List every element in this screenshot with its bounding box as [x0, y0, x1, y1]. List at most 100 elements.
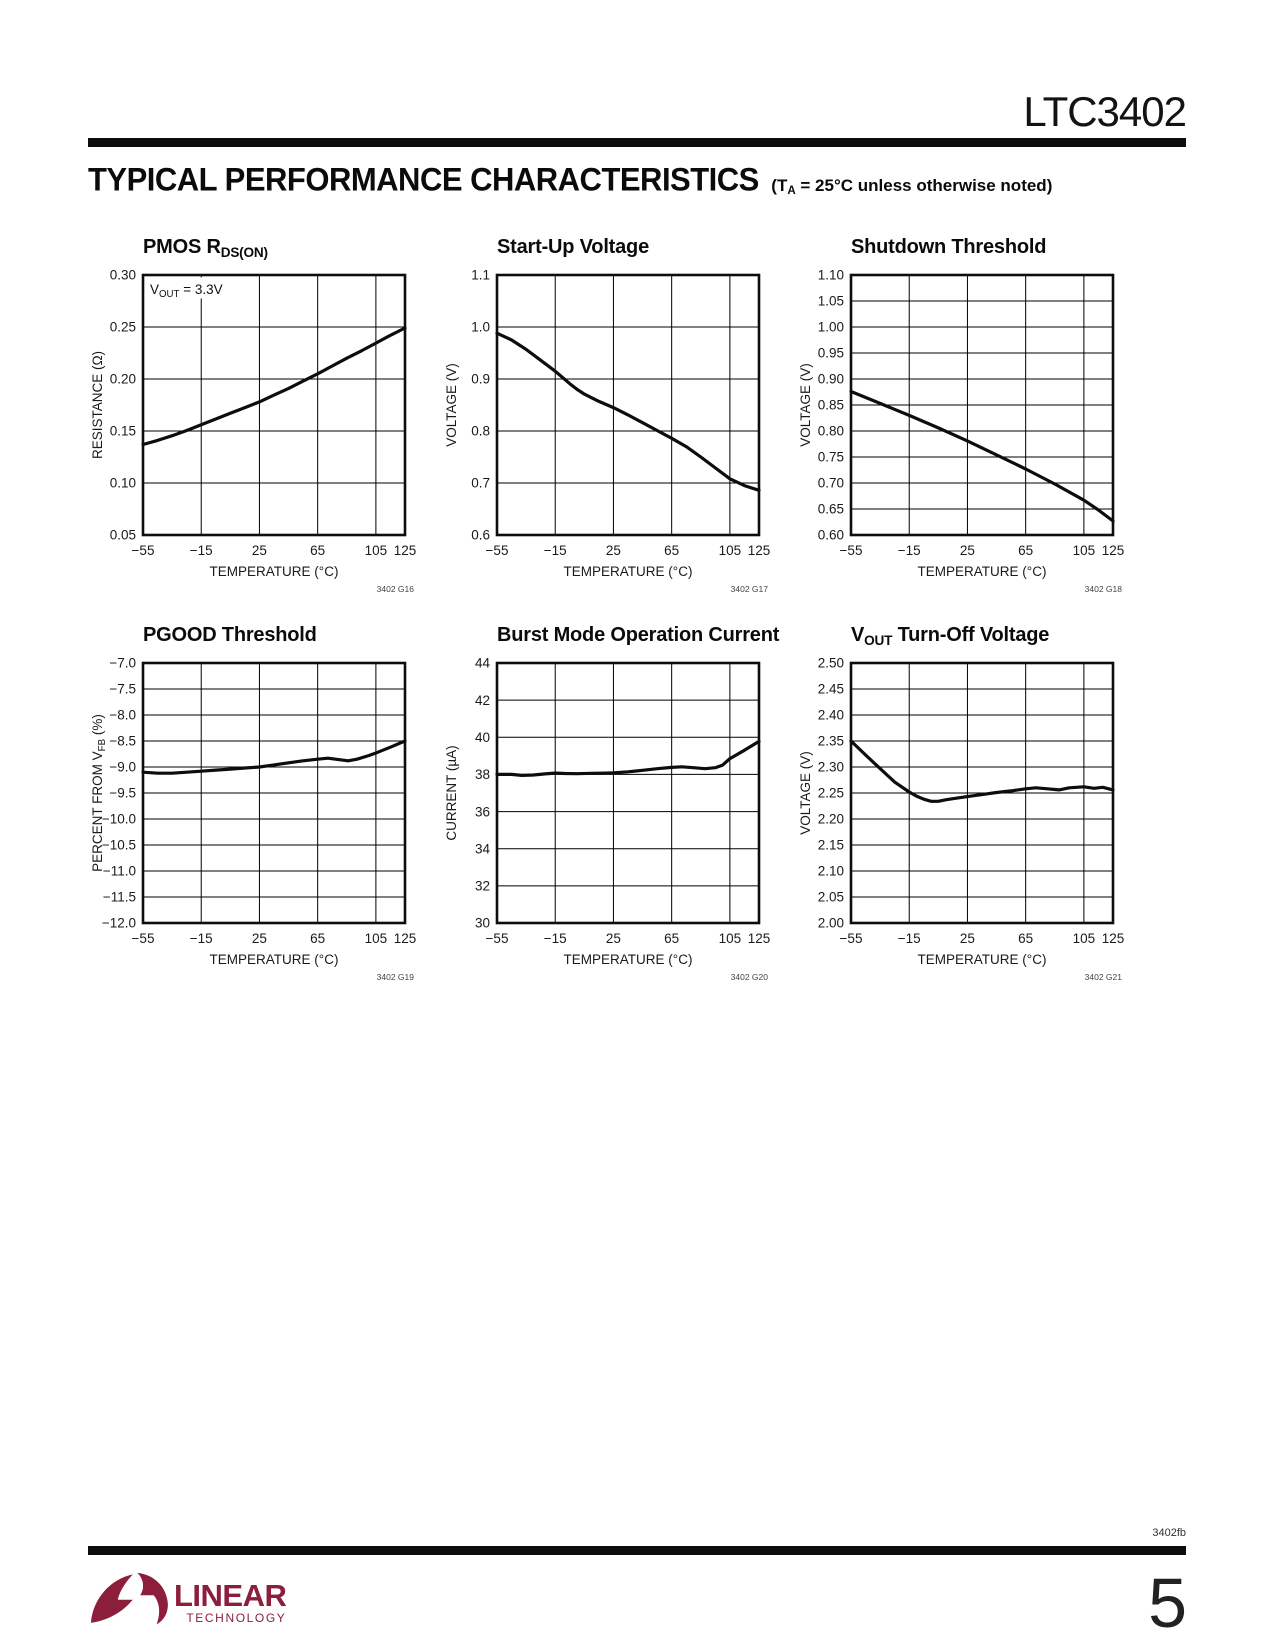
svg-text:VOLTAGE (V): VOLTAGE (V): [444, 363, 459, 447]
svg-text:2.20: 2.20: [818, 812, 844, 827]
chart-title: PGOOD Threshold: [143, 624, 317, 646]
svg-text:38: 38: [475, 767, 490, 782]
svg-text:0.15: 0.15: [110, 424, 136, 439]
svg-text:−15: −15: [190, 543, 213, 558]
svg-text:−8.5: −8.5: [109, 734, 136, 749]
svg-text:0.7: 0.7: [471, 476, 490, 491]
page-number: 5: [1148, 1564, 1187, 1642]
chart-title: PMOS RDS(ON): [143, 236, 268, 260]
svg-text:125: 125: [748, 543, 771, 558]
svg-text:3402 G18: 3402 G18: [1085, 584, 1123, 594]
svg-text:105: 105: [1073, 931, 1096, 946]
svg-text:−7.5: −7.5: [109, 682, 136, 697]
logo-text: LINEAR TECHNOLOGY: [174, 1578, 287, 1625]
svg-text:125: 125: [1102, 543, 1125, 558]
svg-text:−7.0: −7.0: [109, 656, 136, 671]
section-title: TYPICAL PERFORMANCE CHARACTERISTICS: [88, 160, 759, 198]
svg-text:2.45: 2.45: [818, 682, 844, 697]
chart-pmos-rdson: PMOS RDS(ON) VOUT = 3.3V 0.05 0.10 0.15 0.20 0…: [88, 236, 442, 598]
section-heading: TYPICAL PERFORMANCE CHARACTERISTICS (TA …: [88, 160, 1188, 199]
svg-text:−15: −15: [898, 931, 921, 946]
logo-linear-text: LINEAR: [174, 1578, 287, 1613]
svg-text:−12.0: −12.0: [102, 916, 136, 931]
svg-text:105: 105: [1073, 543, 1096, 558]
lt-logo-icon: [90, 1572, 168, 1625]
charts-grid: PMOS RDS(ON) VOUT = 3.3V 0.05 0.10 0.15 0.20 0…: [88, 236, 1150, 986]
svg-text:−10.0: −10.0: [102, 812, 136, 827]
chart-plot-shutdown-threshold: 0.60 0.65 0.70 0.75 0.80 0.85 0.90 0.95 1.00 1.05…: [798, 268, 1125, 594]
svg-text:0.90: 0.90: [818, 372, 844, 387]
svg-text:CURRENT (µA): CURRENT (µA): [444, 745, 459, 840]
svg-text:30: 30: [475, 916, 490, 931]
footer-rule: [88, 1546, 1186, 1555]
svg-text:105: 105: [719, 931, 742, 946]
chart-plot-vout-turnoff-voltage: 2.00 2.05 2.10 2.15 2.20 2.25 2.30 2.35 2.40 2.45…: [798, 656, 1124, 982]
svg-text:PERCENT FROM VFB (%): PERCENT FROM VFB (%): [90, 714, 108, 872]
linear-technology-logo: LINEAR TECHNOLOGY: [88, 1560, 287, 1638]
svg-text:VOLTAGE (V): VOLTAGE (V): [798, 751, 813, 835]
chart-title: VOUT Turn-Off Voltage: [851, 624, 1050, 648]
svg-text:3402 G16: 3402 G16: [377, 584, 415, 594]
svg-text:2.50: 2.50: [818, 656, 844, 671]
svg-text:36: 36: [475, 804, 490, 819]
svg-text:2.15: 2.15: [818, 838, 844, 853]
svg-text:−9.5: −9.5: [109, 786, 136, 801]
chart-title: Burst Mode Operation Current: [497, 624, 780, 646]
svg-text:1.05: 1.05: [818, 294, 844, 309]
chart-burst-mode-current: Burst Mode Operation Current 30 32 34 36 38 40…: [442, 624, 796, 986]
section-subtitle: (TA = 25°C unless otherwise noted): [771, 176, 1053, 198]
svg-text:42: 42: [475, 693, 490, 708]
svg-text:VOLTAGE (V): VOLTAGE (V): [798, 363, 813, 447]
svg-text:25: 25: [960, 931, 975, 946]
chart-plot-pgood-threshold: −12.0 −11.5 −11.0 −10.5 −10.0 −9.5 −9.0 −8.5 −8.…: [90, 656, 416, 982]
svg-text:65: 65: [310, 931, 325, 946]
chart-shutdown-threshold: Shutdown Threshold 0.60 0.65 0.70 0.75 0.80 0.…: [796, 236, 1150, 598]
svg-text:−8.0: −8.0: [109, 708, 136, 723]
svg-text:2.40: 2.40: [818, 708, 844, 723]
svg-text:TEMPERATURE (°C): TEMPERATURE (°C): [210, 952, 339, 967]
svg-text:65: 65: [1018, 931, 1033, 946]
svg-text:3402 G21: 3402 G21: [1085, 972, 1123, 982]
svg-text:2.10: 2.10: [818, 864, 844, 879]
svg-text:0.80: 0.80: [818, 424, 844, 439]
svg-text:25: 25: [606, 931, 621, 946]
svg-text:1.00: 1.00: [818, 320, 844, 335]
svg-text:2.00: 2.00: [818, 916, 844, 931]
svg-text:105: 105: [365, 543, 388, 558]
svg-text:0.85: 0.85: [818, 398, 844, 413]
svg-text:44: 44: [475, 656, 491, 671]
svg-text:25: 25: [960, 543, 975, 558]
svg-text:0.60: 0.60: [818, 528, 844, 543]
svg-text:−15: −15: [898, 543, 921, 558]
svg-text:−55: −55: [132, 543, 155, 558]
svg-text:VOUT = 3.3V: VOUT = 3.3V: [150, 282, 223, 300]
svg-text:25: 25: [252, 543, 267, 558]
svg-text:65: 65: [664, 931, 679, 946]
svg-text:1.1: 1.1: [471, 268, 490, 283]
svg-text:40: 40: [475, 730, 490, 745]
svg-text:105: 105: [365, 931, 388, 946]
chart-plot-pmos-rdson: VOUT = 3.3V 0.05 0.10 0.15 0.20 0.25 0.30 −55 −1…: [90, 268, 416, 594]
chart-plot-startup-voltage: 0.6 0.7 0.8 0.9 1.0 1.1 −55 −15 25 65 105 125 VOLTAG…: [444, 268, 771, 594]
svg-text:2.05: 2.05: [818, 890, 844, 905]
svg-text:0.10: 0.10: [110, 476, 136, 491]
svg-text:0.05: 0.05: [110, 528, 136, 543]
header-rule: [88, 138, 1186, 147]
logo-technology-text: TECHNOLOGY: [186, 1610, 287, 1625]
svg-text:0.65: 0.65: [818, 502, 844, 517]
svg-text:TEMPERATURE (°C): TEMPERATURE (°C): [210, 564, 339, 579]
svg-text:25: 25: [252, 931, 267, 946]
svg-text:−9.0: −9.0: [109, 760, 136, 775]
svg-text:2.25: 2.25: [818, 786, 844, 801]
part-number: LTC3402: [1023, 88, 1187, 135]
svg-text:−11.0: −11.0: [103, 864, 136, 879]
chart-vout-turnoff-voltage: VOUT Turn-Off Voltage 2.00 2.05 2.10 2.15 2.2…: [796, 624, 1150, 986]
svg-text:0.6: 0.6: [471, 528, 490, 543]
svg-text:0.30: 0.30: [110, 268, 136, 283]
svg-text:−15: −15: [544, 543, 567, 558]
svg-text:−55: −55: [486, 931, 509, 946]
svg-text:2.35: 2.35: [818, 734, 844, 749]
svg-text:RESISTANCE (Ω): RESISTANCE (Ω): [90, 351, 105, 459]
svg-text:1.10: 1.10: [818, 268, 844, 283]
